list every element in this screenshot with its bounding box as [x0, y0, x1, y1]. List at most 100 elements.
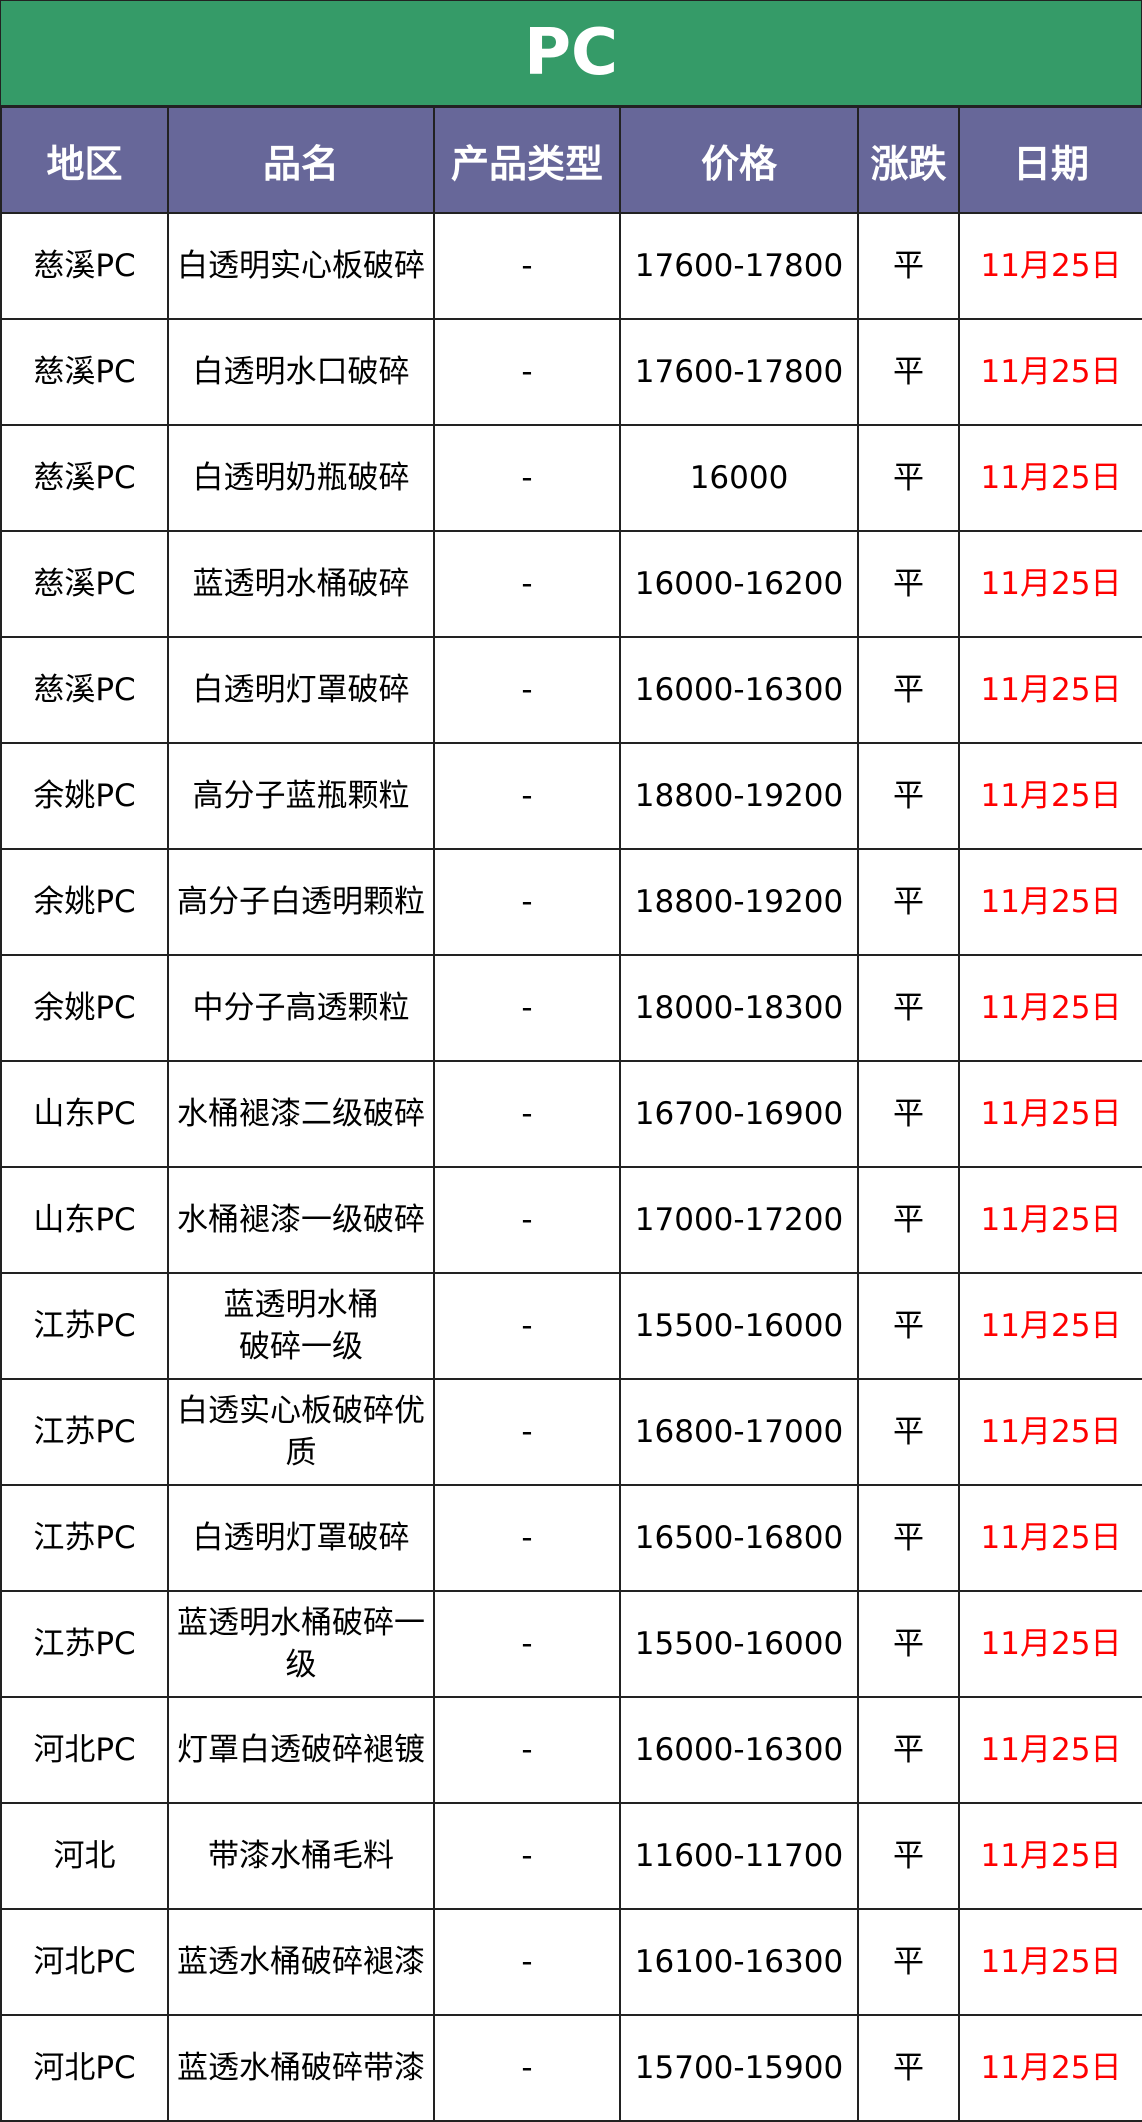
cell-change: 平 — [857, 318, 960, 426]
cell-region: 余姚PC — [0, 848, 169, 956]
cell-region: 江苏PC — [0, 1272, 169, 1380]
cell-name: 白透实心板破碎优质 — [167, 1378, 435, 1486]
table-row: 河北 带漆水桶毛料 -11600-11700 平 11月25日 — [0, 1802, 1142, 1910]
cell-name: 高分子白透明颗粒 — [167, 848, 435, 956]
cell-name: 水桶褪漆一级破碎 — [167, 1166, 435, 1274]
cell-date: 11月25日 — [958, 848, 1142, 956]
table-row: 慈溪PC 白透明水口破碎 -17600-17800 平 11月25日 — [0, 318, 1142, 426]
cell-change: 平 — [857, 1590, 960, 1698]
table-row: 慈溪PC 白透明灯罩破碎 -16000-16300 平 11月25日 — [0, 636, 1142, 744]
cell-date: 11月25日 — [958, 1484, 1142, 1592]
table-row: 余姚PC 高分子蓝瓶颗粒 -18800-19200 平 11月25日 — [0, 742, 1142, 850]
cell-name: 蓝透水桶破碎褪漆 — [167, 1908, 435, 2016]
cell-price: 16700-16900 — [619, 1060, 859, 1168]
cell-name: 白透明奶瓶破碎 — [167, 424, 435, 532]
table-row: 河北PC 灯罩白透破碎褪镀 -16000-16300 平 11月25日 — [0, 1696, 1142, 1804]
cell-region: 慈溪PC — [0, 636, 169, 744]
cell-price: 15500-16000 — [619, 1272, 859, 1380]
cell-change: 平 — [857, 1484, 960, 1592]
table-title: PC — [0, 0, 1142, 106]
cell-name: 高分子蓝瓶颗粒 — [167, 742, 435, 850]
column-header-type: 产品类型 — [433, 106, 621, 214]
cell-type: - — [433, 1908, 621, 2016]
cell-change: 平 — [857, 954, 960, 1062]
cell-change: 平 — [857, 1908, 960, 2016]
cell-price: 15500-16000 — [619, 1590, 859, 1698]
cell-price: 16000 — [619, 424, 859, 532]
cell-date: 11月25日 — [958, 1802, 1142, 1910]
table-row: 山东PC 水桶褪漆二级破碎 -16700-16900 平 11月25日 — [0, 1060, 1142, 1168]
table-row: 江苏PC 蓝透明水桶 破碎一级 -15500-16000 平 11月25日 — [0, 1272, 1142, 1380]
cell-date: 11月25日 — [958, 424, 1142, 532]
cell-type: - — [433, 636, 621, 744]
cell-type: - — [433, 742, 621, 850]
cell-type: - — [433, 530, 621, 638]
cell-region: 慈溪PC — [0, 530, 169, 638]
cell-date: 11月25日 — [958, 212, 1142, 320]
cell-name: 白透明实心板破碎 — [167, 212, 435, 320]
cell-region: 江苏PC — [0, 1378, 169, 1486]
price-table: 地区 品名 产品类型 价格 涨跌 日期 慈溪PC 白透明实心板破碎 -17600-1… — [0, 106, 1142, 2122]
cell-date: 11月25日 — [958, 1060, 1142, 1168]
cell-change: 平 — [857, 1696, 960, 1804]
cell-change: 平 — [857, 742, 960, 850]
cell-region: 河北PC — [0, 1908, 169, 2016]
table-row: 余姚PC 中分子高透颗粒 -18000-18300 平 11月25日 — [0, 954, 1142, 1062]
cell-date: 11月25日 — [958, 318, 1142, 426]
cell-price: 11600-11700 — [619, 1802, 859, 1910]
cell-region: 山东PC — [0, 1060, 169, 1168]
cell-type: - — [433, 954, 621, 1062]
column-header-region: 地区 — [0, 106, 169, 214]
cell-change: 平 — [857, 424, 960, 532]
table-row: 河北PC 蓝透水桶破碎褪漆 -16100-16300 平 11月25日 — [0, 1908, 1142, 2016]
cell-date: 11月25日 — [958, 636, 1142, 744]
table-row: 慈溪PC 蓝透明水桶破碎 -16000-16200 平 11月25日 — [0, 530, 1142, 638]
cell-type: - — [433, 1272, 621, 1380]
cell-price: 16500-16800 — [619, 1484, 859, 1592]
cell-price: 18800-19200 — [619, 742, 859, 850]
cell-region: 慈溪PC — [0, 318, 169, 426]
cell-type: - — [433, 424, 621, 532]
cell-price: 16000-16300 — [619, 636, 859, 744]
cell-name: 蓝透水桶破碎带漆 — [167, 2014, 435, 2122]
cell-price: 15700-15900 — [619, 2014, 859, 2122]
column-header-name: 品名 — [167, 106, 435, 214]
table-row: 江苏PC 蓝透明水桶破碎一级 -15500-16000 平 11月25日 — [0, 1590, 1142, 1698]
cell-name: 白透明灯罩破碎 — [167, 636, 435, 744]
cell-price: 17600-17800 — [619, 318, 859, 426]
table-row: 江苏PC 白透明灯罩破碎 -16500-16800 平 11月25日 — [0, 1484, 1142, 1592]
cell-type: - — [433, 2014, 621, 2122]
cell-change: 平 — [857, 212, 960, 320]
cell-date: 11月25日 — [958, 1908, 1142, 2016]
cell-date: 11月25日 — [958, 1166, 1142, 1274]
cell-name: 蓝透明水桶破碎 — [167, 530, 435, 638]
cell-change: 平 — [857, 2014, 960, 2122]
cell-change: 平 — [857, 636, 960, 744]
cell-type: - — [433, 848, 621, 956]
cell-type: - — [433, 1166, 621, 1274]
cell-name: 带漆水桶毛料 — [167, 1802, 435, 1910]
cell-date: 11月25日 — [958, 1696, 1142, 1804]
cell-date: 11月25日 — [958, 530, 1142, 638]
cell-region: 江苏PC — [0, 1484, 169, 1592]
cell-name: 灯罩白透破碎褪镀 — [167, 1696, 435, 1804]
cell-type: - — [433, 318, 621, 426]
cell-change: 平 — [857, 1060, 960, 1168]
cell-region: 河北PC — [0, 2014, 169, 2122]
cell-price: 16100-16300 — [619, 1908, 859, 2016]
cell-region: 山东PC — [0, 1166, 169, 1274]
cell-type: - — [433, 1060, 621, 1168]
cell-change: 平 — [857, 1378, 960, 1486]
cell-change: 平 — [857, 848, 960, 956]
table-row: 江苏PC 白透实心板破碎优质 -16800-17000 平 11月25日 — [0, 1378, 1142, 1486]
cell-region: 河北 — [0, 1802, 169, 1910]
cell-region: 江苏PC — [0, 1590, 169, 1698]
cell-price: 16000-16200 — [619, 530, 859, 638]
cell-region: 慈溪PC — [0, 424, 169, 532]
cell-date: 11月25日 — [958, 742, 1142, 850]
cell-name: 白透明水口破碎 — [167, 318, 435, 426]
table-row: 余姚PC 高分子白透明颗粒 -18800-19200 平 11月25日 — [0, 848, 1142, 956]
column-header-price: 价格 — [619, 106, 859, 214]
cell-type: - — [433, 1590, 621, 1698]
cell-price: 17000-17200 — [619, 1166, 859, 1274]
